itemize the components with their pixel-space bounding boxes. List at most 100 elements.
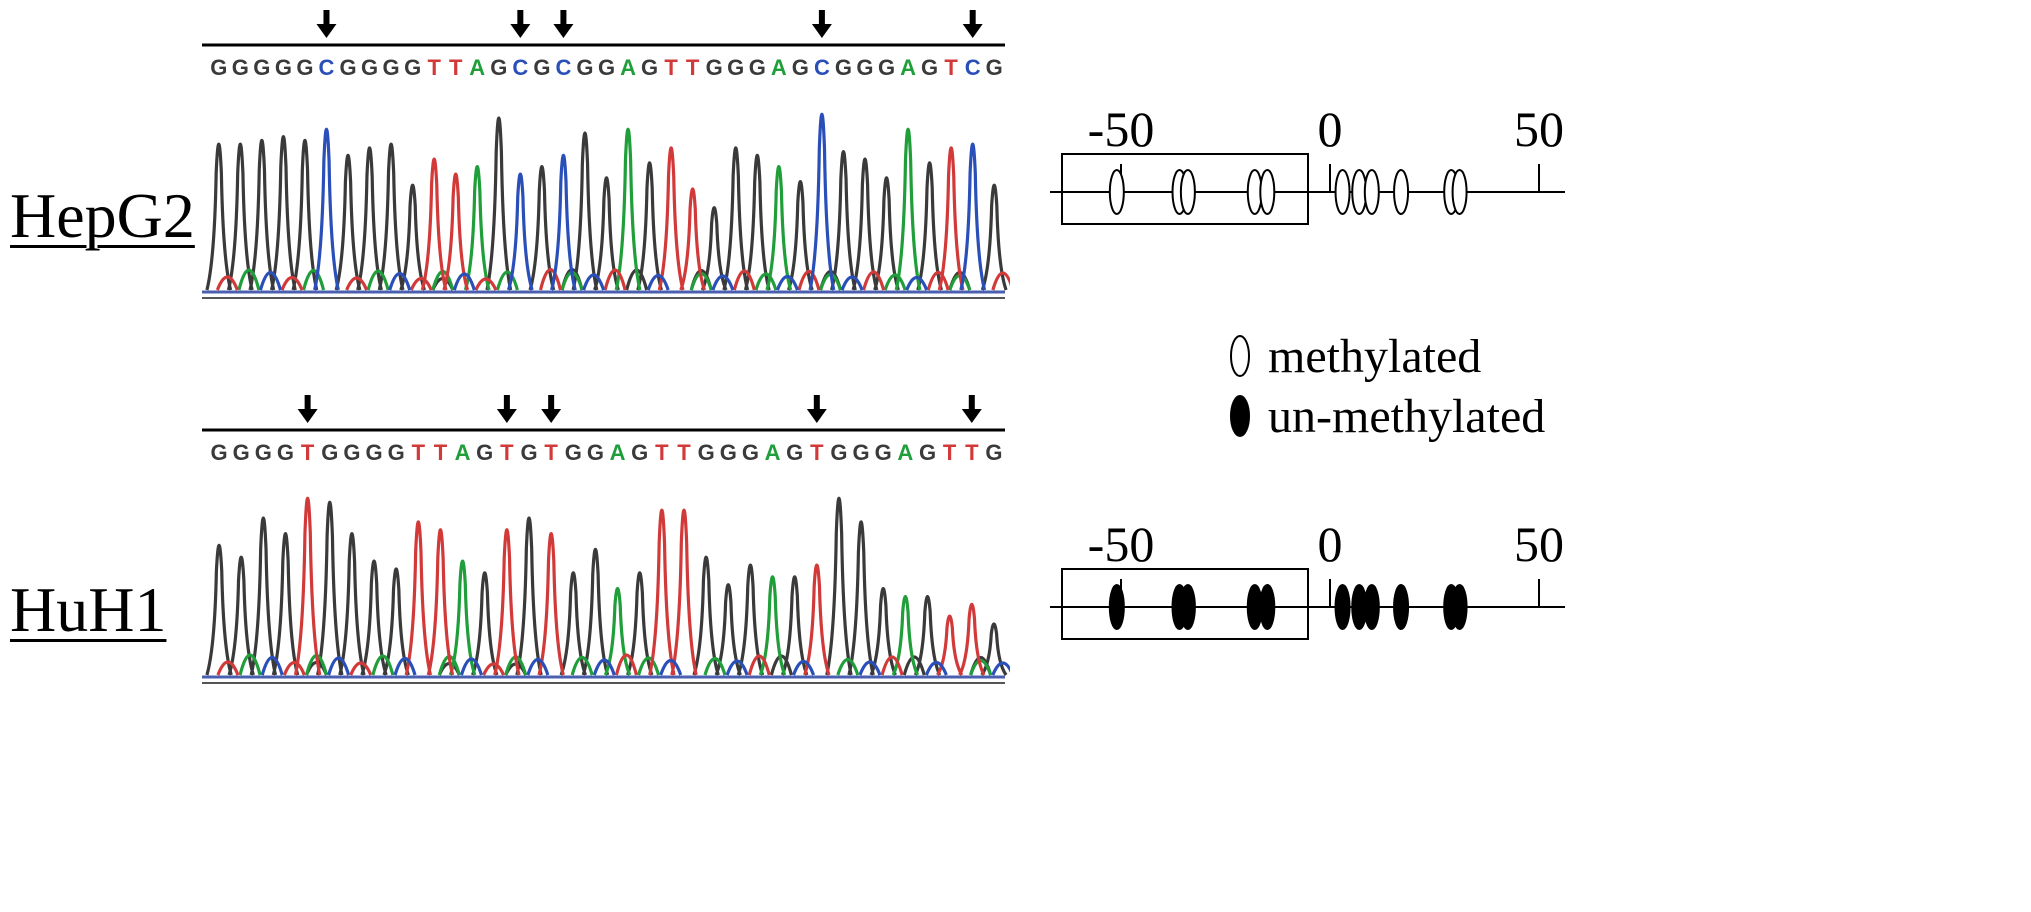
base-letter: G xyxy=(565,440,582,465)
axis-label: 0 xyxy=(1318,101,1343,157)
axis-label: 50 xyxy=(1514,516,1564,572)
cpg-unmethylated xyxy=(1259,584,1276,630)
cpg-unmethylated xyxy=(1334,584,1351,630)
base-letter: G xyxy=(856,55,873,80)
base-letter: A xyxy=(897,440,913,465)
legend: methylated un-methylated xyxy=(1230,330,1545,443)
base-letter: T xyxy=(664,55,678,80)
cpg-methylated xyxy=(1179,169,1196,215)
cpg-unmethylated xyxy=(1451,584,1468,630)
cpg-methylated xyxy=(1393,169,1410,215)
base-letter: T xyxy=(655,440,669,465)
base-letter: T xyxy=(500,440,514,465)
base-letter: G xyxy=(275,55,292,80)
base-letter: G xyxy=(365,440,382,465)
methylation-map-hepg2: -50 0 50 xyxy=(1050,101,1565,225)
base-letter: T xyxy=(544,440,558,465)
base-letter: G xyxy=(641,55,658,80)
base-letter: G xyxy=(476,440,493,465)
base-letter: A xyxy=(469,55,485,80)
base-letter: T xyxy=(427,55,441,80)
cpg-arrow-icon xyxy=(962,10,983,38)
promoter-box xyxy=(1061,568,1309,640)
base-letter: G xyxy=(277,440,294,465)
cpg-methylated xyxy=(1334,169,1351,215)
base-letter: T xyxy=(943,440,957,465)
base-letter: G xyxy=(727,55,744,80)
base-letter: G xyxy=(631,440,648,465)
cpg-arrow-icon xyxy=(541,395,562,423)
trace-c xyxy=(260,655,1010,676)
base-letter: G xyxy=(835,55,852,80)
base-letter: G xyxy=(919,440,936,465)
axis-label: 0 xyxy=(1318,516,1343,572)
methylation-map-huh1: -50 0 50 xyxy=(1050,516,1565,640)
cpg-arrow-icon xyxy=(510,10,531,38)
trace-a xyxy=(238,559,993,676)
base-letter: G xyxy=(786,440,803,465)
base-letter: G xyxy=(875,440,892,465)
base-letter: G xyxy=(533,55,550,80)
base-letter: A xyxy=(765,440,781,465)
cpg-unmethylated xyxy=(1363,584,1380,630)
trace-t xyxy=(216,496,986,676)
legend-methylated-label: methylated xyxy=(1268,330,1481,383)
axis-label: -50 xyxy=(1088,101,1155,157)
base-letter: C xyxy=(512,55,528,80)
base-letter: G xyxy=(853,440,870,465)
cpg-methylated xyxy=(1451,169,1468,215)
base-letter: G xyxy=(321,440,338,465)
base-letter: T xyxy=(677,440,691,465)
base-letter: G xyxy=(388,440,405,465)
base-letter: A xyxy=(610,440,626,465)
base-letter: G xyxy=(210,55,227,80)
base-letter: T xyxy=(449,55,463,80)
base-letter: A xyxy=(771,55,787,80)
base-letter: G xyxy=(720,440,737,465)
legend-unmethylated-label: un-methylated xyxy=(1268,390,1545,443)
promoter-box xyxy=(1061,153,1309,225)
base-letter: G xyxy=(211,440,228,465)
base-letter: G xyxy=(576,55,593,80)
base-letter: A xyxy=(900,55,916,80)
trace-c xyxy=(258,112,987,291)
base-letter: G xyxy=(587,440,604,465)
cpg-unmethylated xyxy=(1108,584,1125,630)
cpg-arrow-icon xyxy=(553,10,574,38)
cpg-methylated xyxy=(1259,169,1276,215)
sample-label-hepg2: HepG2 xyxy=(10,180,195,251)
base-letter: C xyxy=(319,55,335,80)
base-letter: T xyxy=(434,440,448,465)
base-letter: T xyxy=(301,440,315,465)
base-letter: T xyxy=(686,55,700,80)
base-letter: T xyxy=(944,55,958,80)
base-letter: G xyxy=(404,55,421,80)
cpg-arrow-icon xyxy=(496,395,517,423)
base-letter: G xyxy=(878,55,895,80)
base-letter: G xyxy=(742,440,759,465)
base-letter: G xyxy=(749,55,766,80)
base-letter: G xyxy=(253,55,270,80)
base-letter: G xyxy=(255,440,272,465)
base-letter: G xyxy=(985,440,1002,465)
legend-unmethylated-symbol xyxy=(1230,395,1250,437)
axis-label: -50 xyxy=(1088,516,1155,572)
base-letter: G xyxy=(921,55,938,80)
trace-g xyxy=(205,496,1008,676)
cpg-arrow-icon xyxy=(806,395,827,423)
base-letter: C xyxy=(814,55,830,80)
base-letter: A xyxy=(455,440,471,465)
base-letter: G xyxy=(598,55,615,80)
cpg-arrow-icon xyxy=(961,395,982,423)
base-letter: G xyxy=(520,440,537,465)
base-letter: C xyxy=(965,55,981,80)
base-letter: G xyxy=(986,55,1003,80)
base-letter: G xyxy=(698,440,715,465)
cpg-methylated xyxy=(1363,169,1380,215)
base-letter: C xyxy=(555,55,571,80)
axis-label: 50 xyxy=(1514,101,1564,157)
base-letter: G xyxy=(296,55,313,80)
